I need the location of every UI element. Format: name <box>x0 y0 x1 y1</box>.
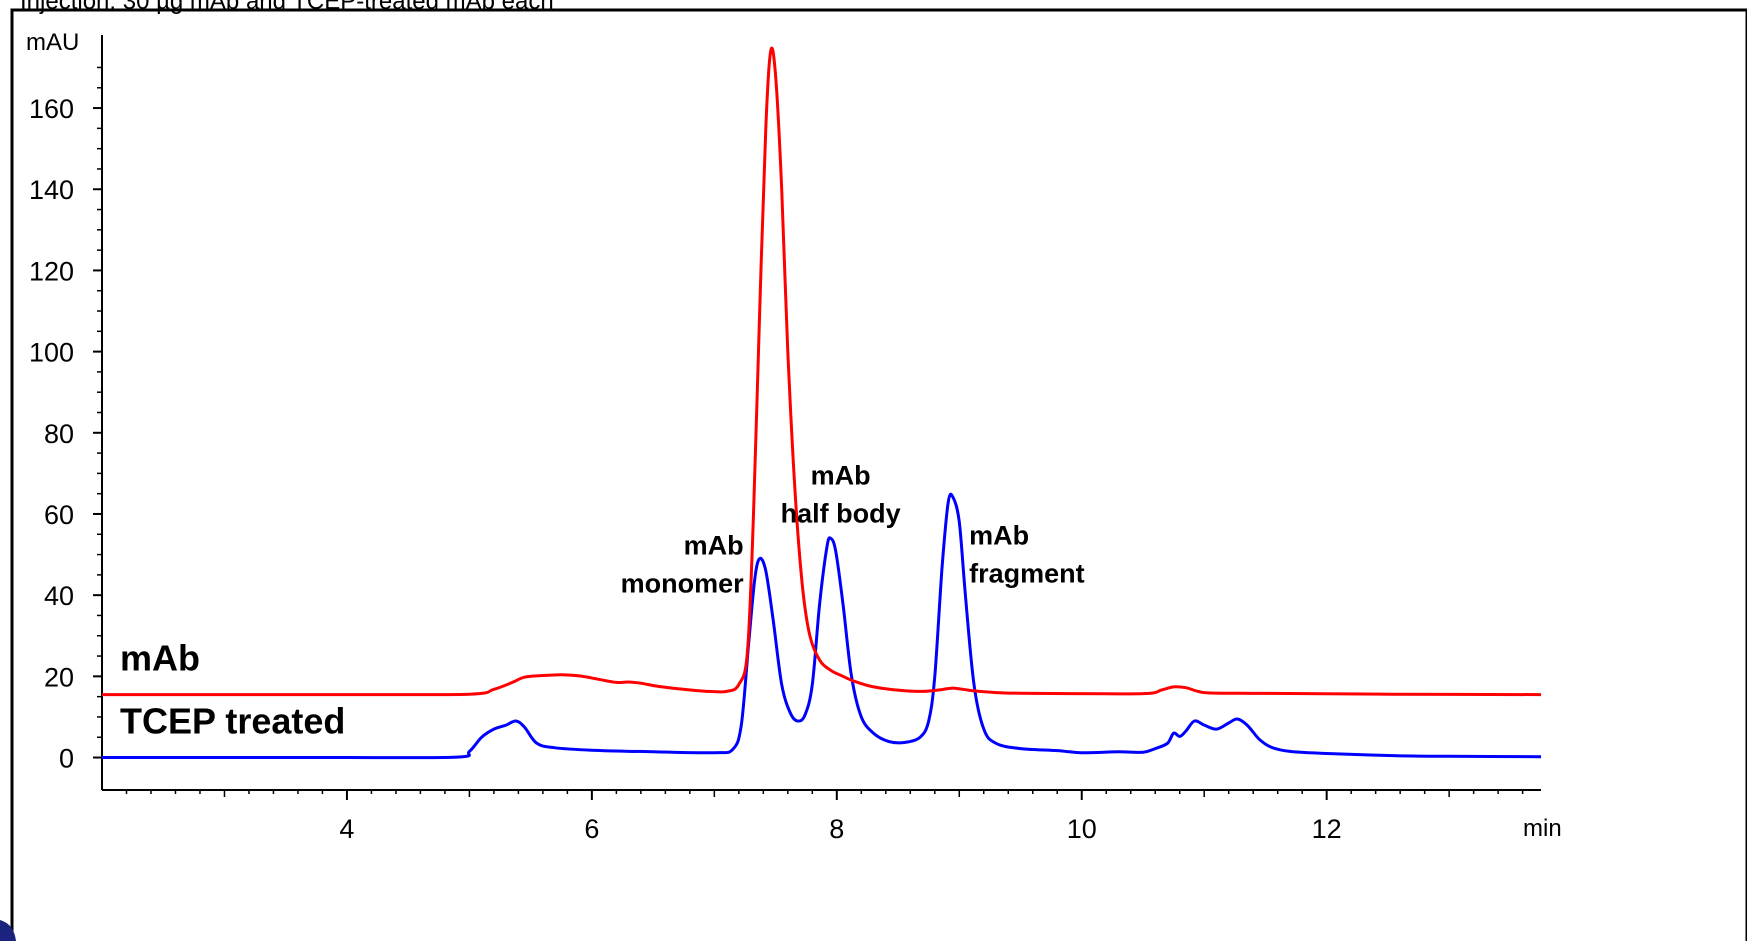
label-layer: mAb monomer mAb half body mAb fragment mAb TCEP… <box>120 460 1085 741</box>
peak-label-2: half body <box>781 498 901 528</box>
axes-layer: 0 20 40 60 80 100 120 140 160 mAU 4 6 8 10 12 min <box>26 29 1562 844</box>
y-tick-label: 60 <box>44 500 74 530</box>
plot-layer <box>101 46 1542 760</box>
x-axis-unit-label: min <box>1523 815 1562 842</box>
x-tick-label: 12 <box>1312 814 1342 844</box>
series-line-tcep-treated <box>102 492 1542 760</box>
y-tick-label: 20 <box>44 662 74 692</box>
peak-label-3: mAb <box>969 521 1029 551</box>
y-tick-label: 0 <box>59 744 74 774</box>
y-tick-label: 80 <box>44 419 74 449</box>
x-tick-label: 4 <box>339 814 354 844</box>
peak-label-2: mAb <box>811 460 871 490</box>
y-tick-label: 120 <box>29 256 74 286</box>
x-tick-label: 6 <box>584 814 599 844</box>
y-axis-unit-label: mAU <box>26 29 79 56</box>
y-tick-label: 160 <box>29 94 74 124</box>
peak-label-1: monomer <box>621 569 745 599</box>
peak-label-3: fragment <box>969 559 1085 589</box>
y-tick-label: 140 <box>29 175 74 205</box>
y-tick-label: 40 <box>44 581 74 611</box>
y-tick-label: 100 <box>29 338 74 368</box>
series-label-mab: mAb <box>120 638 200 679</box>
series-label-tcep-treated: TCEP treated <box>120 701 345 742</box>
series-line-mab <box>101 46 1542 697</box>
x-tick-label: 10 <box>1067 814 1097 844</box>
corner-accent-shape <box>0 920 16 941</box>
x-tick-label: 8 <box>829 814 844 844</box>
peak-label-1: mAb <box>684 531 744 561</box>
chart-frame <box>10 8 1747 941</box>
